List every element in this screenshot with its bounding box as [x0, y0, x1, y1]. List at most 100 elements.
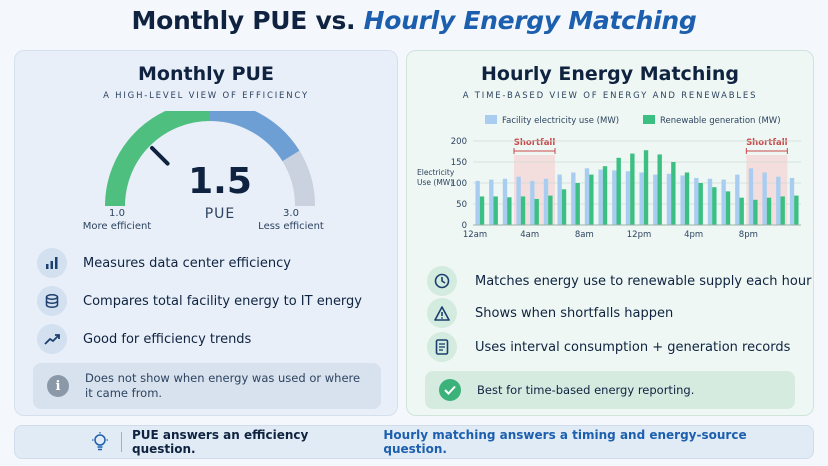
footer-banner: PUE answers an efficiency question. Hour… — [14, 425, 814, 459]
bar-facility — [666, 173, 672, 225]
hourly-feature-3: Uses interval consumption + generation r… — [427, 331, 790, 363]
legend-label-renewable: Renewable generation (MW) — [660, 116, 781, 126]
bar-renewable — [657, 154, 662, 225]
gauge-max-label: Less efficient — [258, 221, 324, 232]
gauge-arc-green — [105, 111, 211, 207]
gauge-max-value: 3.0 — [283, 208, 299, 219]
x-tick-8pm: 8pm — [739, 230, 758, 240]
bar-renewable — [794, 195, 799, 225]
bar-facility — [789, 177, 795, 225]
x-tick-4am: 4am — [520, 230, 539, 240]
hourly-chart: Facility electricity use (MW) Renewable g… — [417, 115, 801, 240]
bar-facility — [748, 168, 754, 225]
bar-renewable — [780, 196, 785, 225]
bar-facility — [735, 174, 740, 225]
bar-facility — [721, 179, 726, 225]
check-icon — [439, 379, 461, 401]
bar-facility — [612, 170, 617, 225]
x-tick-12am: 12am — [463, 230, 487, 240]
bar-facility — [776, 176, 781, 225]
gauge-arc-blue — [209, 111, 300, 162]
bar-renewable — [643, 150, 649, 225]
bar-renewable — [739, 197, 744, 225]
hourly-panel: Hourly Energy Matching A TIME-BASED VIEW… — [406, 50, 814, 416]
bar-facility — [680, 175, 685, 225]
document-icon — [427, 332, 457, 362]
hourly-note-text: Best for time-based energy reporting. — [477, 383, 695, 397]
bar-facility — [598, 169, 603, 225]
hourly-panel-title: Hourly Energy Matching — [481, 63, 739, 85]
bar-renewable — [507, 197, 512, 225]
bar-renewable — [602, 166, 608, 225]
database-icon — [37, 286, 67, 316]
pue-feature-2: Compares total facility energy to IT ene… — [37, 285, 362, 317]
bar-renewable — [575, 183, 580, 225]
pue-gauge — [105, 111, 316, 207]
hourly-feature-1-label: Matches energy use to renewable supply e… — [475, 273, 812, 289]
lightbulb-icon — [91, 432, 109, 452]
title-part-2: Hourly Energy Matching — [363, 6, 697, 35]
gauge-unit: PUE — [204, 206, 236, 222]
bar-facility — [489, 179, 494, 225]
bar-renewable — [671, 162, 676, 225]
bar-renewable — [534, 198, 539, 225]
pue-feature-3: Good for efficiency trends — [37, 323, 251, 355]
clock-icon — [427, 266, 457, 296]
hourly-feature-1: Matches energy use to renewable supply e… — [427, 265, 811, 297]
x-tick-4pm: 4pm — [684, 230, 703, 240]
pue-feature-2-label: Compares total facility energy to IT ene… — [83, 293, 362, 309]
x-tick-12pm: 12pm — [627, 230, 652, 240]
gauge-min-value: 1.0 — [109, 208, 125, 219]
bar-renewable — [684, 172, 690, 225]
shortfall-label-2: Shortfall — [746, 138, 788, 148]
pue-note-text: Does not show when energy was used or wh… — [85, 371, 361, 400]
bar-facility — [694, 177, 699, 225]
bar-facility — [475, 180, 480, 225]
bar-facility — [707, 178, 713, 225]
hourly-best-for-note: Best for time-based energy reporting. — [425, 371, 795, 409]
bar-renewable — [548, 195, 553, 225]
pue-feature-3-label: Good for efficiency trends — [83, 331, 252, 347]
pue-limitation-note: i Does not show when energy was used or … — [33, 363, 381, 409]
gauge-value: 1.5 — [188, 161, 252, 202]
legend-swatch-renewable — [643, 115, 655, 124]
footer-separator — [121, 432, 122, 452]
gauge-max: 3.0 Less efficient — [251, 207, 331, 233]
bar-facility — [502, 178, 508, 225]
bar-facility — [516, 176, 521, 225]
y-axis-label-2: Use (MW) — [417, 178, 453, 187]
hourly-feature-2-label: Shows when shortfalls happen — [475, 305, 674, 321]
x-tick-8am: 8am — [575, 230, 594, 240]
bar-renewable — [493, 196, 498, 225]
shortfall-label-1: Shortfall — [514, 138, 556, 148]
page-title: Monthly PUE vs. Hourly Energy Matching — [0, 6, 828, 35]
gauge-arc-grey — [282, 150, 316, 207]
warning-icon — [427, 298, 457, 328]
bar-renewable — [561, 189, 567, 225]
pue-panel: Monthly PUE A HIGH-LEVEL VIEW OF EFFICIE… — [14, 50, 398, 416]
hourly-feature-2: Shows when shortfalls happen — [427, 297, 673, 329]
gauge-needle — [150, 146, 170, 166]
hourly-panel-subtitle: A TIME-BASED VIEW OF ENERGY AND RENEWABL… — [462, 91, 758, 101]
bar-renewable — [753, 199, 758, 225]
bar-facility — [762, 172, 767, 225]
bar-renewable — [766, 197, 772, 225]
y-tick-0: 0 — [462, 221, 467, 231]
legend-swatch-facility — [485, 115, 497, 124]
bar-facility — [571, 172, 576, 225]
pue-panel-title: Monthly PUE — [138, 63, 274, 85]
y-tick-100: 100 — [451, 179, 467, 189]
bar-facility — [557, 174, 562, 225]
info-icon: i — [47, 375, 69, 397]
legend-label-facility: Facility electricity use (MW) — [502, 116, 619, 126]
y-tick-50: 50 — [456, 200, 467, 210]
gauge-min-label: More efficient — [82, 221, 152, 232]
bar-renewable — [479, 196, 485, 225]
bar-facility — [543, 178, 549, 225]
bar-renewable — [520, 196, 526, 225]
bar-renewable — [725, 191, 731, 225]
bar-renewable — [698, 183, 703, 225]
y-tick-150: 150 — [451, 158, 467, 168]
title-part-1: Monthly PUE vs. — [131, 6, 356, 35]
pue-panel-subtitle: A HIGH-LEVEL VIEW OF EFFICIENCY — [103, 91, 309, 101]
